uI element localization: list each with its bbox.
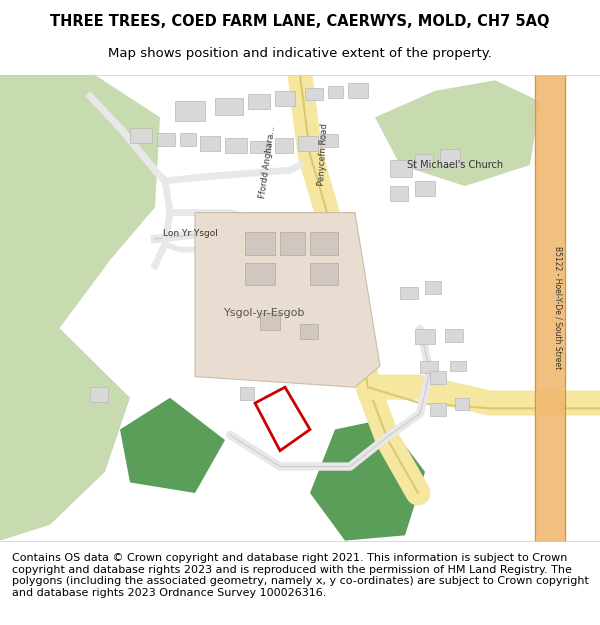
Bar — [225, 139, 247, 153]
Bar — [90, 387, 108, 402]
Bar — [440, 149, 460, 166]
Text: Penycefn Road: Penycefn Road — [317, 123, 329, 186]
Bar — [415, 154, 433, 169]
Bar — [415, 181, 435, 196]
Bar — [430, 371, 446, 384]
Bar — [305, 88, 323, 101]
Bar — [445, 329, 463, 342]
Bar — [250, 141, 270, 153]
Polygon shape — [0, 75, 160, 345]
Text: Contains OS data © Crown copyright and database right 2021. This information is : Contains OS data © Crown copyright and d… — [12, 553, 589, 598]
Bar — [310, 232, 338, 255]
Polygon shape — [310, 419, 425, 541]
Bar — [390, 186, 408, 201]
Bar — [215, 98, 243, 115]
Bar — [390, 159, 412, 177]
Bar — [425, 281, 441, 294]
Bar — [455, 398, 469, 411]
Text: Ffordd Anghara...: Ffordd Anghara... — [259, 125, 278, 199]
Bar — [248, 94, 270, 109]
Text: B5122 - Hoel-Y-De / South Street: B5122 - Hoel-Y-De / South Street — [554, 246, 563, 369]
Bar — [328, 86, 343, 98]
Bar — [298, 136, 318, 151]
Bar — [348, 84, 368, 98]
Bar — [180, 133, 196, 146]
Bar — [310, 263, 338, 284]
Bar — [130, 128, 152, 142]
Bar — [275, 139, 293, 153]
Polygon shape — [195, 213, 380, 387]
Text: Ysgol-yr-Esgob: Ysgol-yr-Esgob — [224, 308, 305, 318]
Polygon shape — [0, 324, 130, 541]
Text: THREE TREES, COED FARM LANE, CAERWYS, MOLD, CH7 5AQ: THREE TREES, COED FARM LANE, CAERWYS, MO… — [50, 14, 550, 29]
Bar — [430, 403, 446, 416]
Bar — [275, 91, 295, 106]
Bar — [320, 134, 338, 147]
Bar — [280, 232, 305, 255]
Bar — [300, 324, 318, 339]
Polygon shape — [375, 80, 540, 186]
Bar — [415, 329, 435, 344]
Bar — [240, 387, 254, 400]
Polygon shape — [120, 398, 225, 493]
Bar — [420, 361, 438, 373]
Text: Map shows position and indicative extent of the property.: Map shows position and indicative extent… — [108, 48, 492, 61]
Bar — [245, 232, 275, 255]
Bar — [260, 313, 280, 330]
Text: Lon Yr Ysgol: Lon Yr Ysgol — [163, 229, 217, 238]
Bar — [200, 136, 220, 151]
Bar — [157, 133, 175, 146]
Bar — [400, 287, 418, 299]
Bar — [245, 263, 275, 284]
Text: St Michael's Church: St Michael's Church — [407, 160, 503, 170]
Bar — [450, 361, 466, 371]
Bar — [175, 101, 205, 121]
